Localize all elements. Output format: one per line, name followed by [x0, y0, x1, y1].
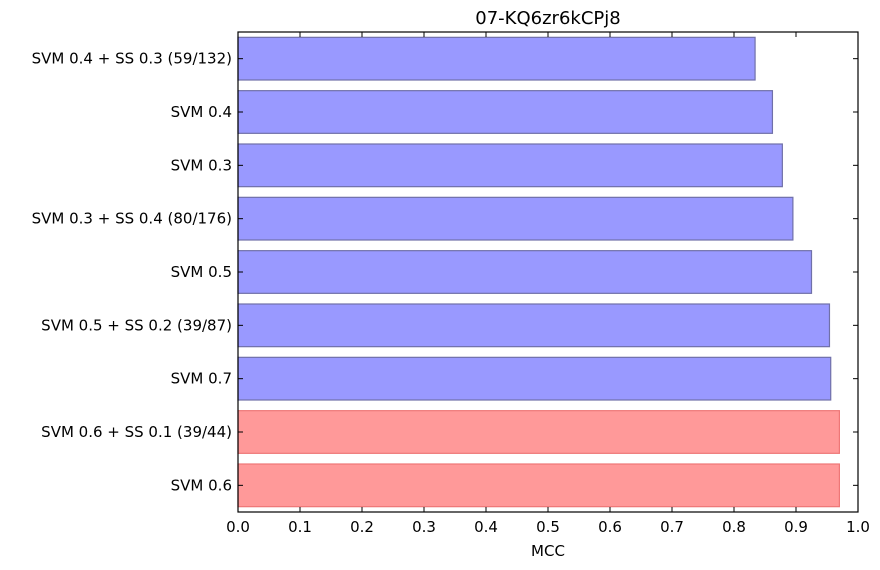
x-tick-label-10: 1.0: [846, 518, 870, 536]
ticks-group: [237, 32, 859, 512]
x-tick-labels: 0.0 0.1 0.2 0.3 0.4 0.5 0.6 0.7 0.8 0.9 1.0: [226, 518, 870, 536]
category-label-6: SVM 0.7: [171, 370, 232, 388]
x-tick-label-8: 0.8: [722, 518, 746, 536]
bar-3: [237, 196, 794, 241]
x-axis-label: MCC: [531, 542, 565, 560]
bar-6: [237, 356, 832, 401]
category-label-7: SVM 0.6 + SS 0.1 (39/44): [41, 423, 232, 441]
bar-8: [237, 463, 841, 508]
x-tick-label-4: 0.4: [474, 518, 498, 536]
bar-4: [237, 250, 813, 294]
bar-0: [237, 36, 756, 81]
bars-group: [237, 36, 841, 508]
chart-title: 07-KQ6zr6kCPj8: [475, 8, 620, 29]
x-tick-label-7: 0.7: [660, 518, 684, 536]
bar-2: [237, 143, 783, 188]
bar-1: [237, 90, 774, 134]
category-label-3: SVM 0.3 + SS 0.4 (80/176): [32, 210, 232, 228]
x-tick-label-3: 0.3: [412, 518, 436, 536]
category-labels: SVM 0.4 + SS 0.3 (59/132) SVM 0.4 SVM 0.3 S…: [32, 50, 232, 495]
x-tick-label-0: 0.0: [226, 518, 250, 536]
category-label-5: SVM 0.5 + SS 0.2 (39/87): [41, 316, 232, 334]
x-tick-label-6: 0.6: [598, 518, 622, 536]
x-tick-label-9: 0.9: [784, 518, 808, 536]
bar-5: [237, 303, 831, 348]
bar-7: [237, 410, 841, 454]
x-tick-label-2: 0.2: [350, 518, 374, 536]
x-tick-label-1: 0.1: [288, 518, 312, 536]
category-label-0: SVM 0.4 + SS 0.3 (59/132): [32, 50, 232, 68]
category-label-4: SVM 0.5: [171, 263, 232, 281]
category-label-2: SVM 0.3: [171, 156, 232, 174]
category-label-1: SVM 0.4: [171, 103, 232, 121]
category-label-8: SVM 0.6: [171, 476, 232, 494]
x-tick-label-5: 0.5: [536, 518, 560, 536]
